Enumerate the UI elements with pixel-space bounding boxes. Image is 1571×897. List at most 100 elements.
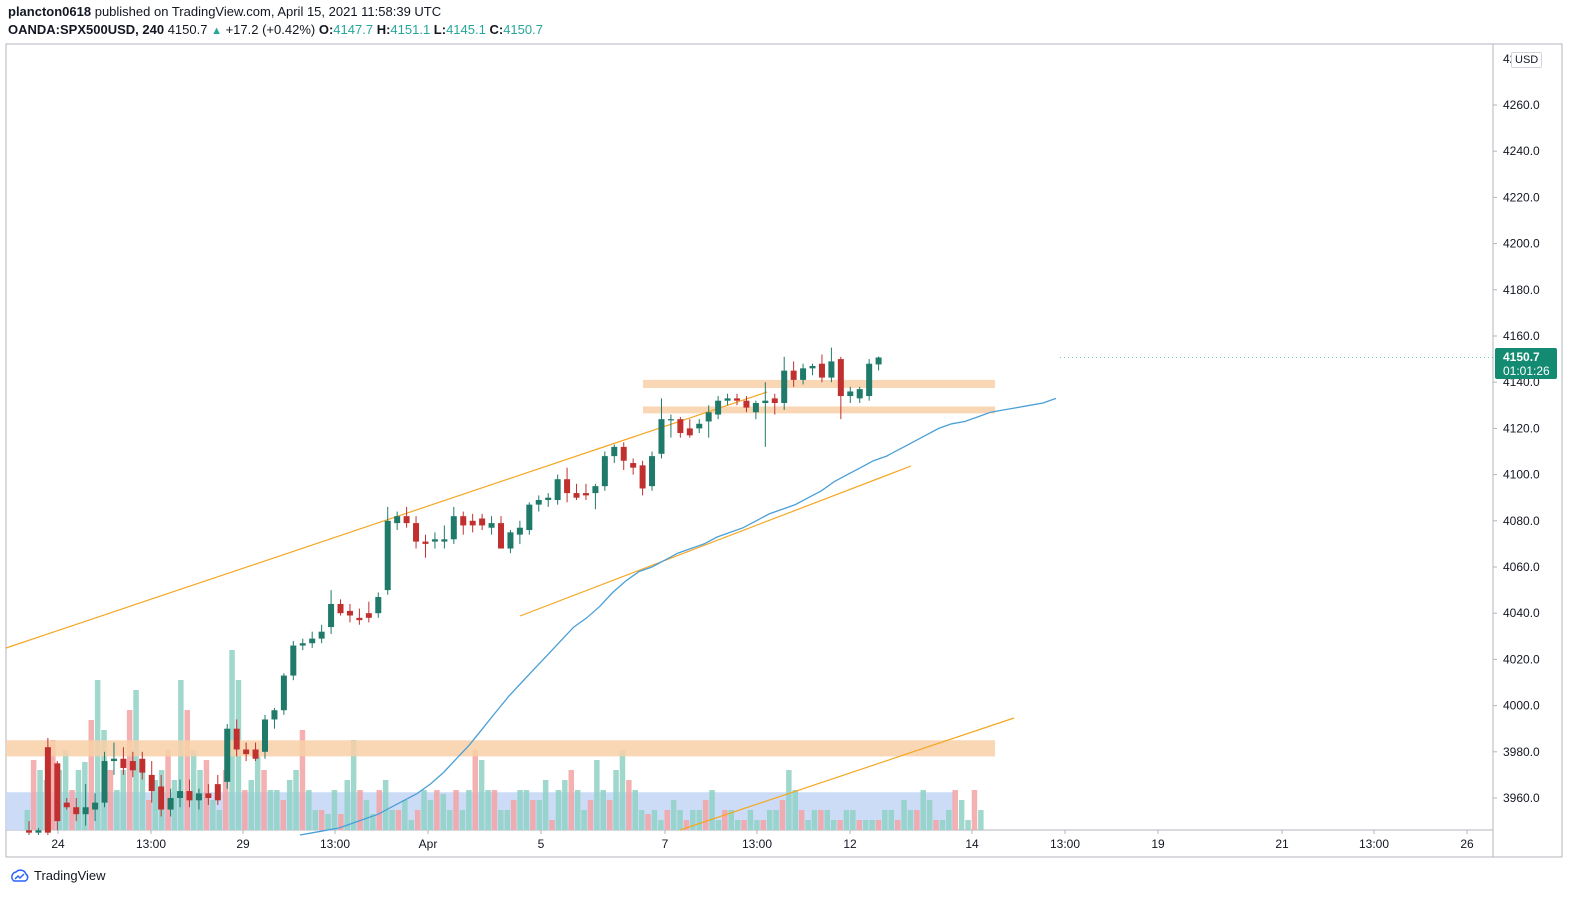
volume-bar [30, 760, 37, 830]
volume-bar [440, 794, 446, 830]
volume-bar [901, 800, 907, 830]
volume-bar [562, 780, 568, 830]
candle-body [375, 597, 382, 614]
candle-body [356, 617, 363, 621]
volume-bar [382, 780, 389, 830]
volume-bar [894, 820, 901, 830]
volume-bar [632, 790, 638, 830]
candle-body [554, 479, 561, 501]
x-tick-label: 14 [965, 837, 979, 851]
candle-body [818, 363, 825, 378]
volume-bar [978, 810, 984, 830]
candle-body [705, 412, 712, 422]
volume-bar [184, 710, 190, 830]
volume-bar [126, 710, 133, 830]
volume-bar [325, 814, 331, 830]
volume-bar [792, 790, 798, 830]
support-resistance-zone [643, 379, 995, 388]
volume-bar [965, 820, 971, 830]
candle-body [573, 493, 580, 498]
volume-bar [766, 810, 773, 830]
publisher-name[interactable]: plancton0618 [8, 4, 92, 19]
candle-body [35, 830, 42, 833]
volume-bar [139, 760, 146, 830]
high-label: H: [376, 22, 391, 37]
x-tick-label: 13:00 [1050, 837, 1080, 851]
y-tick-label: 4180.0 [1503, 283, 1540, 297]
volume-bar [504, 810, 510, 830]
footer-brand[interactable]: TradingView [8, 868, 106, 883]
support-resistance-zone [643, 406, 995, 414]
volume-bar [606, 800, 613, 830]
candle-body [649, 456, 656, 487]
published-text: published on TradingView.com, April 15, … [94, 4, 442, 19]
candle-body [535, 500, 542, 505]
volume-bar [75, 770, 82, 830]
candle-body [658, 419, 665, 454]
volume-bar [696, 810, 702, 830]
volume-bar [542, 780, 549, 830]
y-tick-label: 4160.0 [1503, 329, 1540, 343]
price-tag-value: 4150.7 [1503, 350, 1540, 364]
volume-bar [574, 790, 581, 830]
volume-bar [88, 720, 94, 830]
x-tick-label: 29 [236, 837, 250, 851]
volume-bar [299, 730, 306, 830]
volume-bar [709, 790, 715, 830]
volume-bar [517, 790, 523, 830]
volume-bar [971, 790, 978, 830]
candle-body [205, 793, 212, 798]
volume-bar [466, 790, 472, 830]
volume-bar [376, 790, 382, 830]
volume-bar [715, 820, 722, 830]
volume-bar [229, 650, 235, 830]
candle-body [601, 456, 608, 487]
price-tag-badge[interactable] [1495, 348, 1557, 379]
candle-body [403, 516, 410, 524]
y-tick-label: 4020.0 [1503, 652, 1540, 666]
volume-bar [645, 814, 651, 830]
candle-body [450, 516, 457, 540]
volume-bar [363, 800, 370, 830]
volume-bar [357, 790, 363, 830]
volume-bar [120, 770, 126, 830]
symbol-label[interactable]: OANDA:SPX500USD, 240 [8, 22, 165, 37]
volume-bar [107, 770, 114, 830]
x-tick-label: 5 [538, 837, 545, 851]
volume-bar [146, 800, 152, 830]
volume-bar [446, 810, 453, 830]
volume-bar [50, 740, 56, 830]
volume-bar [395, 810, 402, 830]
x-tick-label: 13:00 [1359, 837, 1389, 851]
candle-body [809, 366, 816, 369]
volume-bar [862, 820, 869, 830]
currency-label[interactable]: USD [1511, 52, 1543, 68]
volume-bar [536, 800, 542, 830]
volume-bar [581, 810, 587, 830]
volume-bar [728, 810, 734, 830]
volume-bar [350, 740, 357, 830]
candle-body [724, 398, 731, 401]
volume-bar [510, 800, 517, 830]
volume-bar [485, 790, 491, 830]
up-arrow-icon: ▲ [211, 25, 222, 37]
volume-bar [421, 790, 427, 830]
volume-bar [760, 820, 766, 830]
candle-body [752, 402, 759, 413]
candle-body [63, 802, 70, 808]
candle-body [262, 719, 268, 752]
candle-body [384, 520, 391, 591]
x-tick-label: 26 [1460, 837, 1474, 851]
volume-bar [568, 770, 574, 830]
volume-bar [946, 810, 952, 830]
candle-body [800, 368, 807, 380]
candle-body [120, 758, 127, 768]
candle-body [715, 400, 722, 415]
support-resistance-zone [6, 740, 995, 757]
volume-bar [331, 790, 338, 830]
candle-body [677, 419, 684, 434]
y-tick-label: 4200.0 [1503, 237, 1540, 251]
candle-body [743, 400, 750, 408]
candle-body [82, 807, 89, 815]
